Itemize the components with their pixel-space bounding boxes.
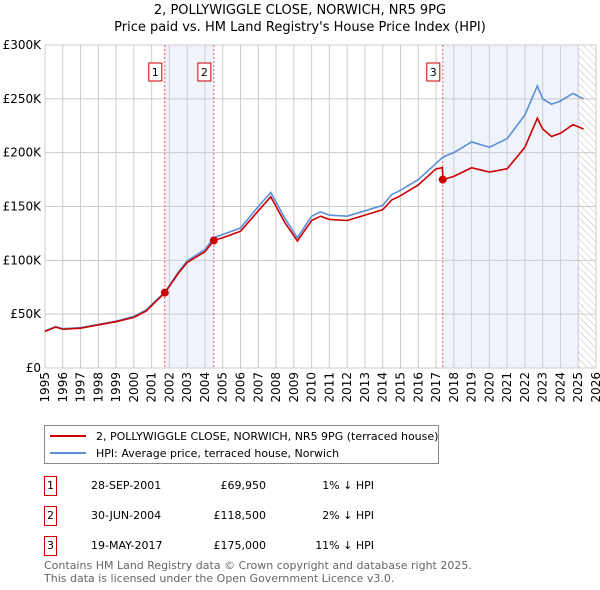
sale-row: 1 28-SEP-2001 £69,950 1% ↓ HPI bbox=[44, 476, 444, 496]
y-tick-label: £50K bbox=[10, 307, 42, 321]
sale-date: 19-MAY-2017 bbox=[91, 539, 163, 552]
sale-marker-label: 3 bbox=[430, 66, 437, 79]
x-tick-label: 2003 bbox=[180, 372, 194, 403]
x-tick-label: 2006 bbox=[234, 372, 248, 403]
x-tick-label: 2019 bbox=[465, 372, 479, 403]
x-tick-label: 2020 bbox=[482, 372, 496, 403]
chart-title: 2, POLLYWIGGLE CLOSE, NORWICH, NR5 9PG bbox=[153, 3, 447, 18]
x-tick-label: 2015 bbox=[393, 372, 407, 403]
y-tick-label: £100K bbox=[3, 253, 43, 267]
sale-point bbox=[438, 175, 447, 184]
legend-item-property: 2, POLLYWIGGLE CLOSE, NORWICH, NR5 9PG (… bbox=[45, 428, 438, 444]
x-tick-label: 2013 bbox=[358, 372, 372, 403]
footer-line: This data is licensed under the Open Gov… bbox=[44, 572, 395, 585]
x-tick-label: 2017 bbox=[429, 372, 443, 403]
x-tick-label: 2010 bbox=[305, 372, 319, 403]
sale-marker-box bbox=[426, 62, 441, 82]
y-tick-label: £150K bbox=[3, 200, 43, 214]
x-tick-label: 2024 bbox=[553, 372, 567, 403]
sale-marker-box bbox=[197, 62, 212, 82]
x-tick-label: 1995 bbox=[38, 372, 52, 403]
x-tick-label: 2000 bbox=[127, 372, 141, 403]
legend-label: HPI: Average price, terraced house, Norw… bbox=[96, 446, 340, 460]
sale-marker-box bbox=[148, 62, 163, 82]
legend-label: 2, POLLYWIGGLE CLOSE, NORWICH, NR5 9PG (… bbox=[96, 429, 439, 443]
sale-marker-label: 2 bbox=[44, 506, 57, 526]
x-tick-label: 2022 bbox=[518, 372, 532, 403]
y-tick-label: £250K bbox=[3, 92, 43, 106]
legend: 2, POLLYWIGGLE CLOSE, NORWICH, NR5 9PG (… bbox=[44, 425, 439, 464]
x-tick-label: 2023 bbox=[536, 372, 550, 403]
sale-marker-label: 1 bbox=[152, 66, 159, 79]
sale-row: 2 30-JUN-2004 £118,500 2% ↓ HPI bbox=[44, 506, 444, 526]
x-tick-label: 2014 bbox=[376, 372, 390, 403]
sale-price: £175,000 bbox=[213, 539, 267, 552]
price-paid-line bbox=[44, 116, 584, 333]
x-tick-label: 1998 bbox=[91, 372, 105, 403]
plot-border bbox=[44, 44, 597, 369]
sale-marker-label: 2 bbox=[201, 66, 208, 79]
x-tick-label: 2001 bbox=[145, 372, 159, 403]
sale-point bbox=[160, 288, 169, 297]
sale-date: 28-SEP-2001 bbox=[91, 479, 162, 492]
x-tick-label: 2018 bbox=[447, 372, 461, 403]
x-tick-label: 2005 bbox=[216, 372, 230, 403]
sale-price: £69,950 bbox=[220, 479, 267, 492]
sale-point bbox=[209, 236, 218, 245]
sale-hpi-diff: 11% ↓ HPI bbox=[315, 539, 374, 552]
x-tick-label: 2021 bbox=[500, 372, 514, 403]
x-tick-label: 1997 bbox=[74, 372, 88, 403]
legend-swatch-blue bbox=[50, 452, 86, 454]
y-tick-label: £0 bbox=[26, 361, 41, 375]
x-tick-label: 2007 bbox=[251, 372, 265, 403]
legend-item-hpi: HPI: Average price, terraced house, Norw… bbox=[45, 445, 339, 461]
x-tick-label: 1999 bbox=[109, 372, 123, 403]
sale-price: £118,500 bbox=[213, 509, 267, 522]
sale-date: 30-JUN-2004 bbox=[91, 509, 162, 522]
sale-marker-label: 1 bbox=[44, 476, 57, 496]
chart-subtitle: Price paid vs. HM Land Registry's House … bbox=[114, 20, 486, 35]
x-tick-label: 2002 bbox=[162, 372, 176, 403]
sale-hpi-diff: 1% ↓ HPI bbox=[322, 479, 374, 492]
sale-marker-label: 3 bbox=[44, 536, 57, 556]
x-tick-label: 2011 bbox=[322, 372, 336, 403]
x-tick-label: 2016 bbox=[411, 372, 425, 403]
plot-area: 1995 1996 1997 1998 1999 2000 2001 2002 2003 2004… bbox=[3, 38, 600, 403]
sale-row: 3 19-MAY-2017 £175,000 11% ↓ HPI bbox=[44, 536, 444, 556]
x-tick-label: 2025 bbox=[571, 372, 585, 403]
x-tick-label: 2026 bbox=[589, 372, 600, 403]
footer-line: Contains HM Land Registry data © Crown c… bbox=[44, 559, 472, 572]
sale-hpi-diff: 2% ↓ HPI bbox=[322, 509, 374, 522]
x-tick-label: 2009 bbox=[287, 372, 301, 403]
y-tick-label: £200K bbox=[3, 146, 43, 160]
x-tick-label: 2008 bbox=[269, 372, 283, 403]
x-tick-label: 2004 bbox=[198, 372, 212, 403]
legend-swatch-red bbox=[50, 435, 86, 437]
x-tick-label: 1996 bbox=[56, 372, 70, 403]
footer: Contains HM Land Registry data © Crown c… bbox=[44, 559, 472, 585]
y-tick-label: £300K bbox=[3, 38, 43, 52]
x-tick-label: 2012 bbox=[340, 372, 354, 403]
